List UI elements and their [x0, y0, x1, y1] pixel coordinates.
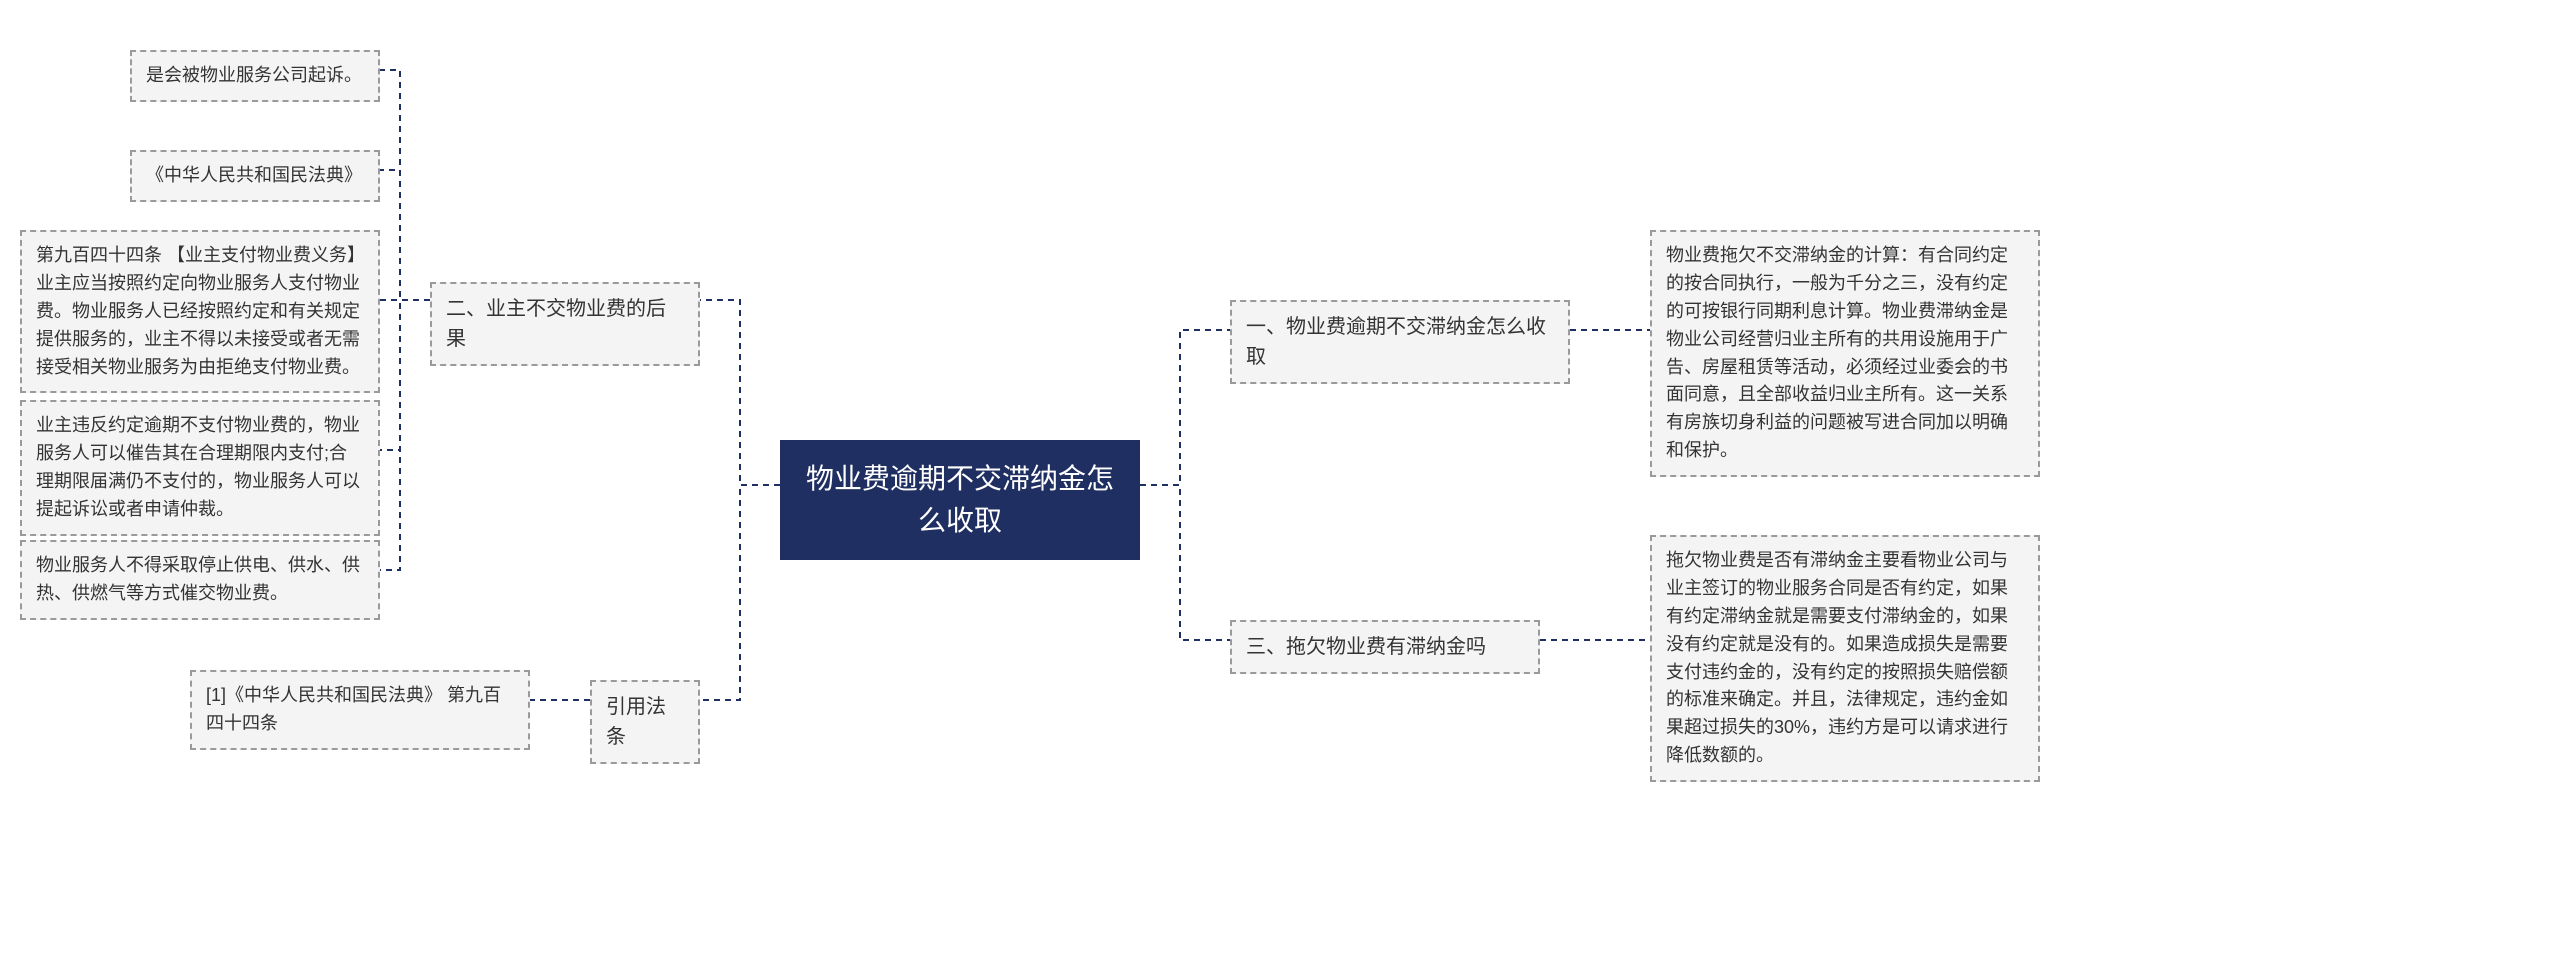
branch-section-2[interactable]: 二、业主不交物业费的后果 [430, 282, 700, 366]
leaf-2-article-944[interactable]: 第九百四十四条 【业主支付物业费义务】业主应当按照约定向物业服务人支付物业费。物… [20, 230, 380, 393]
mindmap-canvas: 物业费逾期不交滞纳金怎么收取 一、物业费逾期不交滞纳金怎么收取 物业费拖欠不交滞… [0, 0, 2560, 970]
leaf-2-lawsuit[interactable]: 是会被物业服务公司起诉。 [130, 50, 380, 102]
branch-citation[interactable]: 引用法条 [590, 680, 700, 764]
leaf-section-1-detail[interactable]: 物业费拖欠不交滞纳金的计算：有合同约定的按合同执行，一般为千分之三，没有约定的可… [1650, 230, 2040, 477]
branch-section-1[interactable]: 一、物业费逾期不交滞纳金怎么收取 [1230, 300, 1570, 384]
leaf-2-no-cutoff[interactable]: 物业服务人不得采取停止供电、供水、供热、供燃气等方式催交物业费。 [20, 540, 380, 620]
connector-layer [0, 0, 2560, 970]
root-node[interactable]: 物业费逾期不交滞纳金怎么收取 [780, 440, 1140, 560]
leaf-citation-ref[interactable]: [1]《中华人民共和国民法典》 第九百四十四条 [190, 670, 530, 750]
leaf-2-civil-code[interactable]: 《中华人民共和国民法典》 [130, 150, 380, 202]
leaf-section-3-detail[interactable]: 拖欠物业费是否有滞纳金主要看物业公司与业主签订的物业服务合同是否有约定，如果有约… [1650, 535, 2040, 782]
leaf-2-overdue[interactable]: 业主违反约定逾期不支付物业费的，物业服务人可以催告其在合理期限内支付;合理期限届… [20, 400, 380, 536]
branch-section-3[interactable]: 三、拖欠物业费有滞纳金吗 [1230, 620, 1540, 674]
